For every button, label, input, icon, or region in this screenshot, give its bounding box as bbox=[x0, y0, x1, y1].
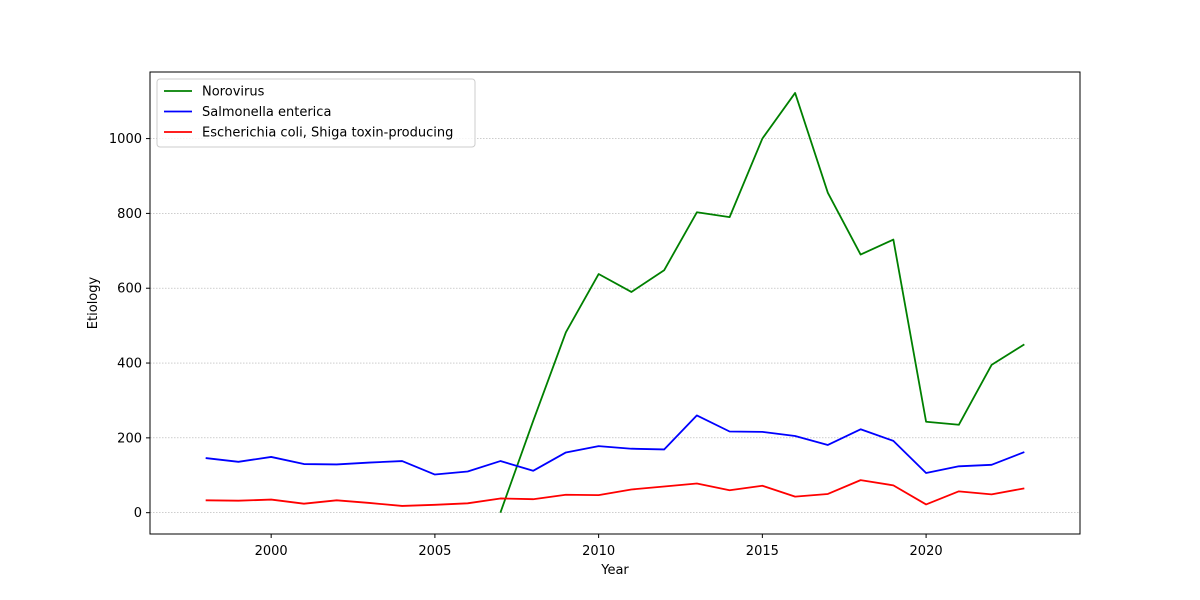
legend: Norovirus Salmonella enterica Escherichia … bbox=[156, 78, 476, 148]
grid-lines bbox=[150, 138, 1080, 513]
x-axis: 2000 2005 2010 2015 2020 bbox=[255, 534, 943, 559]
series-line-1 bbox=[205, 414, 1025, 476]
x-tick-label: 2000 bbox=[255, 544, 288, 559]
x-tick-label: 2005 bbox=[418, 544, 451, 559]
series-lines bbox=[205, 92, 1025, 513]
y-axis-label: Etiology bbox=[86, 277, 101, 330]
y-tick-label: 1000 bbox=[109, 132, 142, 147]
series-line-2 bbox=[205, 479, 1025, 507]
y-tick-label: 600 bbox=[117, 282, 142, 297]
x-tick-label: 2010 bbox=[582, 544, 615, 559]
legend-entry-label: Escherichia coli, Shiga toxin-producing bbox=[202, 126, 453, 141]
x-tick-label: 2020 bbox=[910, 544, 943, 559]
y-tick-label: 200 bbox=[117, 431, 142, 446]
legend-entry-label: Norovirus bbox=[202, 85, 265, 100]
legend-entry-label: Salmonella enterica bbox=[202, 105, 331, 120]
plot-area-frame bbox=[149, 71, 1081, 535]
legend-box bbox=[156, 78, 476, 148]
y-tick-label: 800 bbox=[117, 207, 142, 222]
x-axis-label: Year bbox=[600, 563, 629, 578]
y-tick-label: 400 bbox=[117, 357, 142, 372]
series-line-0 bbox=[499, 92, 1025, 513]
y-tick-label: 0 bbox=[134, 506, 142, 521]
y-axis: 0 200 400 600 800 1000 bbox=[109, 132, 150, 521]
x-tick-label: 2015 bbox=[746, 544, 779, 559]
